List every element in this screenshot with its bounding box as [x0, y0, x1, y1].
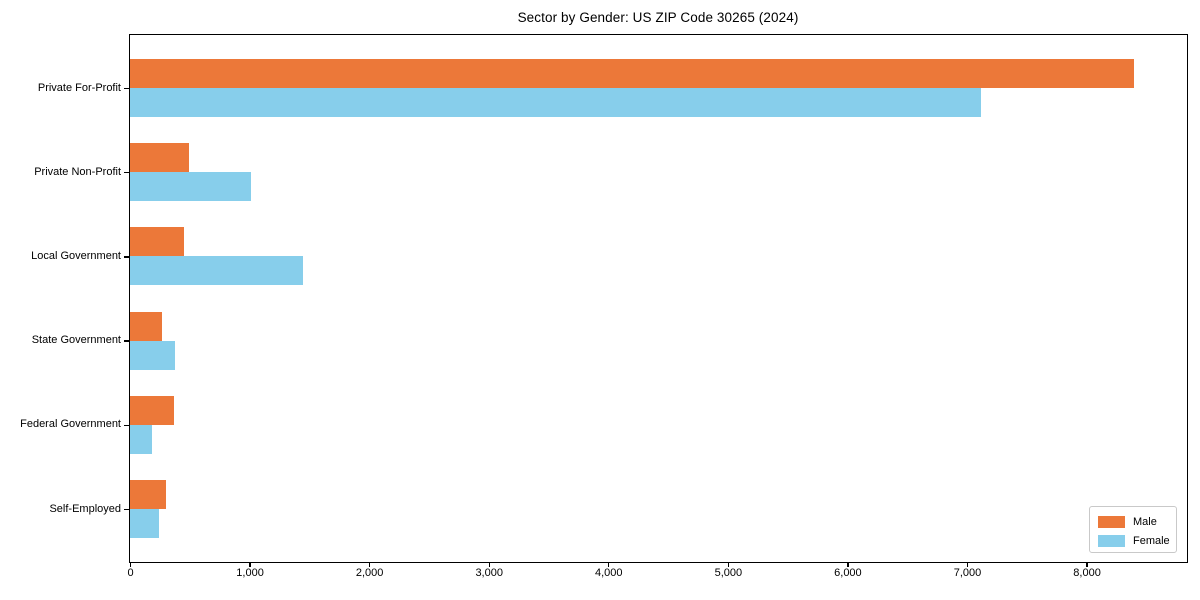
x-tick-label: 1,000: [236, 567, 264, 579]
bar-male-local-government: [130, 227, 184, 257]
x-tick-mark: [488, 562, 490, 567]
legend: Male Female: [1089, 506, 1177, 553]
bar-male-self-employed: [130, 480, 166, 509]
chart-title: Sector by Gender: US ZIP Code 30265 (202…: [517, 10, 799, 25]
bar-female-self-employed: [130, 509, 159, 538]
x-tick-label: 3,000: [475, 567, 503, 579]
x-tick-mark: [1086, 562, 1088, 567]
x-tick-label: 8,000: [1073, 567, 1101, 579]
plot-area: [129, 34, 1188, 563]
x-tick-label: 2,000: [355, 567, 384, 579]
y-category-label-state-government: State Government: [31, 334, 121, 347]
legend-item-female: Female: [1090, 531, 1176, 550]
y-tick-mark: [124, 172, 129, 174]
y-category-label-federal-government: Federal Government: [20, 418, 121, 431]
legend-swatch-female: [1098, 534, 1125, 547]
y-category-label-local-government: Local Government: [31, 249, 121, 262]
x-tick-mark: [368, 562, 371, 567]
bar-male-state-government: [130, 311, 163, 341]
bar-female-local-government: [130, 256, 304, 286]
bar-female-state-government: [130, 340, 175, 370]
bar-female-private-for-profit: [130, 88, 982, 117]
x-tick-label: 0: [127, 567, 134, 579]
legend-label-male: Male: [1133, 515, 1157, 528]
x-tick-label: 5,000: [714, 567, 743, 579]
bar-male-private-non-profit: [130, 143, 189, 173]
y-category-label-private-for-profit: Private For-Profit: [37, 81, 121, 94]
bar-female-private-non-profit: [130, 172, 251, 202]
y-tick-mark: [124, 508, 129, 511]
x-tick-mark: [847, 562, 849, 567]
x-tick-mark: [249, 562, 251, 567]
y-tick-mark: [124, 424, 129, 426]
x-tick-label: 4,000: [595, 567, 623, 579]
y-tick-mark: [124, 87, 129, 90]
bar-female-federal-government: [130, 424, 152, 454]
x-tick-label: 6,000: [834, 567, 862, 579]
x-tick-label: 7,000: [953, 567, 982, 579]
bar-male-private-for-profit: [130, 59, 1135, 88]
x-tick-mark: [608, 562, 610, 567]
y-category-label-private-non-profit: Private Non-Profit: [34, 165, 121, 178]
legend-swatch-male: [1098, 515, 1125, 528]
bar-male-federal-government: [130, 395, 175, 425]
x-tick-mark: [727, 562, 729, 567]
y-tick-mark: [124, 340, 129, 342]
x-tick-mark: [966, 562, 969, 567]
legend-item-male: Male: [1090, 512, 1176, 531]
x-tick-mark: [129, 562, 132, 567]
legend-label-female: Female: [1133, 534, 1170, 547]
y-category-label-self-employed: Self-Employed: [49, 502, 121, 515]
y-tick-mark: [124, 256, 129, 258]
